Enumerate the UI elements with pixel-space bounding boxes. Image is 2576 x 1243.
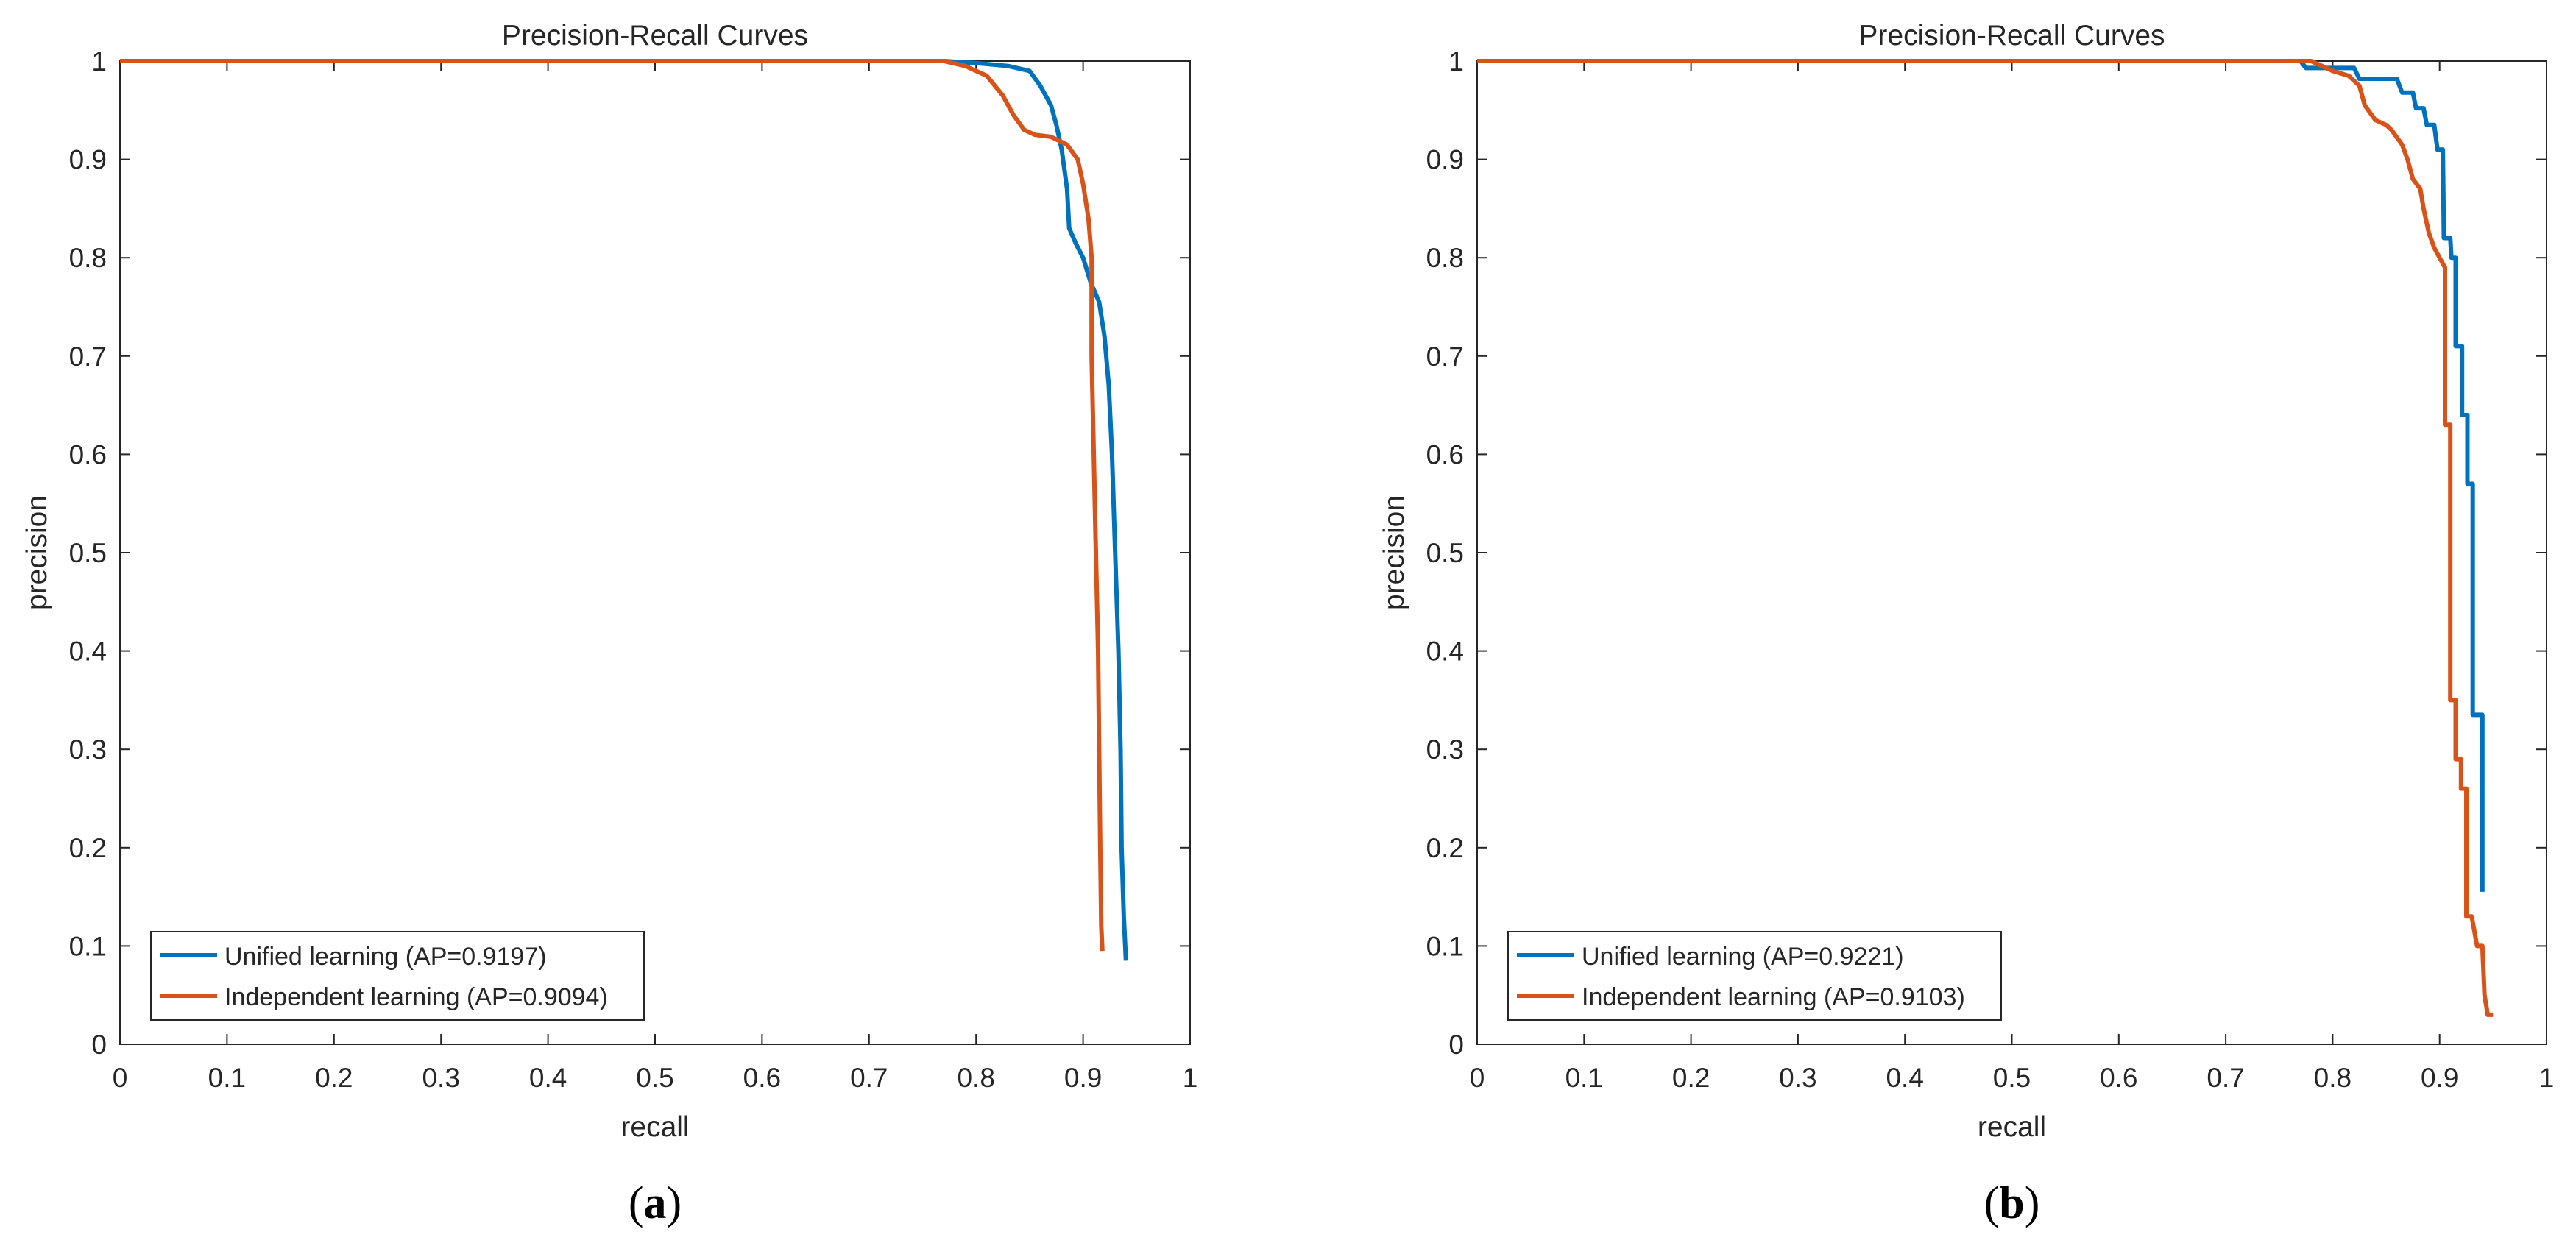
y-tick-label: 0.4: [69, 637, 107, 667]
x-tick-label: 0.9: [2421, 1063, 2458, 1093]
y-axis-label: precision: [21, 495, 53, 610]
plot-area-box: [119, 60, 1191, 1045]
y-tick-label: 0.7: [1426, 341, 1464, 372]
x-tick-label: 0.9: [1064, 1063, 1102, 1093]
x-tick-label: 0.5: [636, 1063, 673, 1093]
panel-b: 0 0.1 0.2 0.3 0.4 0.5 0.6 0.7 0.8 0.9 1 0 0.1 0.2 0.3 0…: [1379, 20, 2554, 1228]
panel-caption: (a): [629, 1178, 682, 1228]
x-tick-label: 0.4: [1886, 1063, 1923, 1093]
y-tick-label: 0.9: [69, 145, 107, 175]
x-tick-label: 1: [2539, 1063, 2555, 1093]
chart-title: Precision-Recall Curves: [1858, 20, 2165, 52]
x-tick-label: 0.4: [529, 1063, 567, 1093]
y-axis-label: precision: [1379, 495, 1410, 610]
legend-entry: Independent learning (AP=0.9094): [224, 983, 608, 1011]
x-tick-label: 0.2: [1672, 1063, 1710, 1093]
legend-box: [150, 931, 645, 1021]
legend-entry: Independent learning (AP=0.9103): [1582, 983, 1965, 1011]
x-tick-label: 0.3: [422, 1063, 459, 1093]
y-tick-label: 0: [91, 1030, 107, 1060]
chart-title: Precision-Recall Curves: [502, 20, 808, 52]
x-tick-label: 0.5: [1993, 1063, 2031, 1093]
series-line-independent: [120, 59, 1105, 952]
x-tick-label: 0.6: [743, 1063, 781, 1093]
x-tick-label: 0.2: [315, 1063, 353, 1093]
y-tick-label: 0.2: [1426, 833, 1464, 863]
y-tick-label: 0.7: [69, 341, 107, 372]
x-tick-label: 0.8: [957, 1063, 994, 1093]
y-tick-label: 1: [91, 46, 107, 77]
series-line-unified: [1477, 59, 2485, 892]
y-tick-label: 0: [1448, 1030, 1464, 1060]
y-tick-label: 1: [1448, 46, 1464, 77]
series-line-unified: [120, 59, 1128, 961]
legend: Unified learning (AP=0.9221) Independent …: [1507, 931, 2002, 1021]
x-tick-label: 0.7: [850, 1063, 888, 1093]
x-tick-label: 0.1: [1565, 1063, 1603, 1093]
y-tick-label: 0.1: [69, 931, 107, 961]
y-tick-label: 0.3: [69, 734, 107, 765]
y-tick-label: 0.2: [69, 833, 107, 863]
legend-box: [1507, 931, 2002, 1021]
panel-a: 0 0.1 0.2 0.3 0.4 0.5 0.6 0.7 0.8 0.9 1 0 0.1 0.2 0.3 0…: [21, 20, 1197, 1228]
y-tick-label: 0.8: [1426, 243, 1464, 273]
y-tick-label: 0.3: [1426, 734, 1464, 765]
x-tick-label: 0.8: [2314, 1063, 2352, 1093]
x-tick-label: 0.6: [2100, 1063, 2137, 1093]
x-tick-label: 1: [1183, 1063, 1198, 1093]
plot-area-box: [1476, 60, 2547, 1045]
legend-entry: Unified learning (AP=0.9221): [1582, 943, 1904, 971]
y-tick-label: 0.8: [69, 243, 107, 273]
y-tick-label: 0.6: [1426, 439, 1464, 470]
x-tick-label: 0.3: [1779, 1063, 1816, 1093]
y-tick-label: 0.1: [1426, 931, 1464, 961]
y-tick-label: 0.6: [69, 439, 107, 470]
legend: Unified learning (AP=0.9197) Independent …: [150, 931, 645, 1021]
y-tick-label: 0.5: [69, 538, 107, 568]
y-tick-label: 0.4: [1426, 637, 1464, 667]
x-tick-label: 0.7: [2207, 1063, 2244, 1093]
y-tick-label: 0.9: [1426, 145, 1464, 175]
x-axis-label: recall: [620, 1111, 689, 1143]
x-tick-label: 0: [113, 1063, 128, 1093]
x-tick-label: 0.1: [208, 1063, 246, 1093]
panel-caption: (b): [1984, 1178, 2040, 1228]
x-tick-label: 0: [1470, 1063, 1485, 1093]
x-axis-label: recall: [1978, 1111, 2046, 1143]
y-tick-label: 0.5: [1426, 538, 1464, 568]
series-line-independent: [1477, 59, 2494, 1017]
legend-entry: Unified learning (AP=0.9197): [224, 943, 547, 971]
